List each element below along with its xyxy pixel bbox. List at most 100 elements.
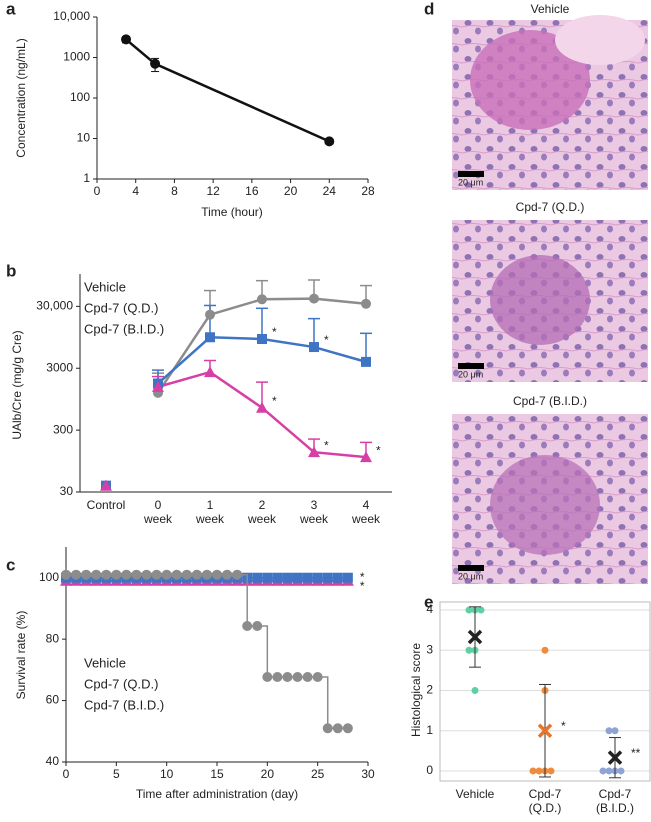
significance-mark: * (272, 325, 277, 339)
marker (81, 569, 92, 580)
marker (121, 569, 132, 580)
significance-mark: * (360, 579, 365, 593)
marker (131, 569, 142, 580)
marker (252, 621, 263, 632)
y-axis-label: Histological score (409, 643, 423, 737)
marker (272, 671, 283, 682)
scale-bar (458, 363, 484, 369)
x-axis-label: Time after administration (day) (136, 787, 298, 801)
image-title: Cpd-7 (B.I.D.) (513, 394, 587, 408)
significance-mark: * (272, 394, 277, 408)
y-tick-label: 1 (83, 171, 90, 185)
marker (252, 572, 263, 583)
mean-mark (537, 723, 553, 738)
y-tick-label: 10 (77, 131, 91, 145)
x-tick-label: (B.I.D.) (596, 801, 634, 815)
x-tick-label: 12 (206, 184, 220, 198)
y-tick-label: 3 (426, 642, 433, 656)
marker (205, 309, 215, 320)
significance-mark: * (324, 333, 329, 347)
marker (111, 569, 122, 580)
marker (262, 572, 273, 583)
tissue-image (452, 220, 648, 382)
x-tick-label: 1 (207, 498, 214, 512)
x-tick-label: week (351, 512, 381, 526)
x-tick-label: 0 (155, 498, 162, 512)
marker (308, 446, 320, 458)
marker (100, 479, 112, 491)
marker (332, 723, 343, 734)
marker (360, 451, 372, 463)
marker (152, 380, 164, 392)
legend-entry: Vehicle (84, 655, 126, 670)
significance-mark: ** (631, 746, 641, 760)
marker (212, 569, 222, 580)
y-tick-label: 10,000 (53, 9, 90, 23)
marker (222, 569, 233, 580)
scale-bar-label: 20 μm (458, 571, 483, 581)
data-point (477, 606, 485, 614)
marker (71, 569, 82, 580)
data-point (611, 727, 619, 735)
marker (161, 569, 172, 580)
legend-entry: Vehicle (84, 279, 126, 294)
marker (322, 572, 333, 583)
plot-frame (439, 601, 651, 782)
scale-bar-label: 20 μm (458, 177, 483, 187)
y-tick-label: 0 (426, 763, 433, 777)
marker (181, 569, 192, 580)
y-tick-label: 30 (60, 484, 74, 498)
data-point (617, 767, 625, 775)
marker (101, 569, 112, 580)
y-tick-label: 1000 (63, 50, 90, 64)
y-tick-label: 100 (39, 570, 59, 584)
data-point (529, 767, 537, 775)
line (125, 38, 330, 143)
marker (309, 342, 319, 353)
marker (312, 671, 323, 682)
legend-entry: Cpd-7 (B.I.D.) (84, 321, 164, 336)
y-tick-label: 4 (426, 602, 433, 616)
x-tick-label: 10 (160, 767, 174, 781)
panel-letter: c (6, 555, 15, 574)
x-tick-label: 2 (259, 498, 266, 512)
panel-letter: a (6, 0, 16, 18)
data-point (541, 646, 549, 654)
marker (302, 572, 313, 583)
lumen (555, 15, 645, 65)
x-tick-label: 15 (210, 767, 224, 781)
tissue-image (452, 15, 648, 190)
significance-mark: * (324, 438, 329, 452)
significance-mark: * (360, 570, 365, 584)
marker (257, 294, 267, 305)
marker (257, 334, 267, 345)
x-tick-label: 30 (361, 767, 375, 781)
glomerulus (490, 255, 590, 345)
y-axis-label: Concentration (ng/mL) (14, 38, 28, 157)
y-tick-label: 2 (426, 683, 433, 697)
marker (332, 572, 343, 583)
y-axis-label: Survival rate (%) (14, 611, 28, 700)
scale-bar (458, 565, 484, 571)
data-point (547, 767, 555, 775)
marker (262, 671, 273, 682)
x-tick-label: (Q.D.) (529, 801, 562, 815)
x-tick-label: Cpd-7 (529, 787, 562, 801)
x-tick-label: week (247, 512, 277, 526)
x-tick-label: week (299, 512, 329, 526)
y-tick-label: 300 (53, 422, 73, 436)
data-point (465, 646, 473, 654)
marker (150, 58, 161, 69)
mean-mark (467, 629, 483, 645)
data-point (605, 727, 613, 735)
data-point (465, 606, 473, 614)
tissue-image (452, 414, 648, 584)
glomerulus (490, 455, 600, 555)
y-tick-label: 1 (426, 723, 433, 737)
y-tick-label: 3000 (46, 360, 73, 374)
marker (292, 671, 303, 682)
x-tick-label: 0 (63, 767, 70, 781)
y-tick-label: 60 (46, 693, 60, 707)
marker (322, 723, 333, 734)
marker (191, 569, 202, 580)
